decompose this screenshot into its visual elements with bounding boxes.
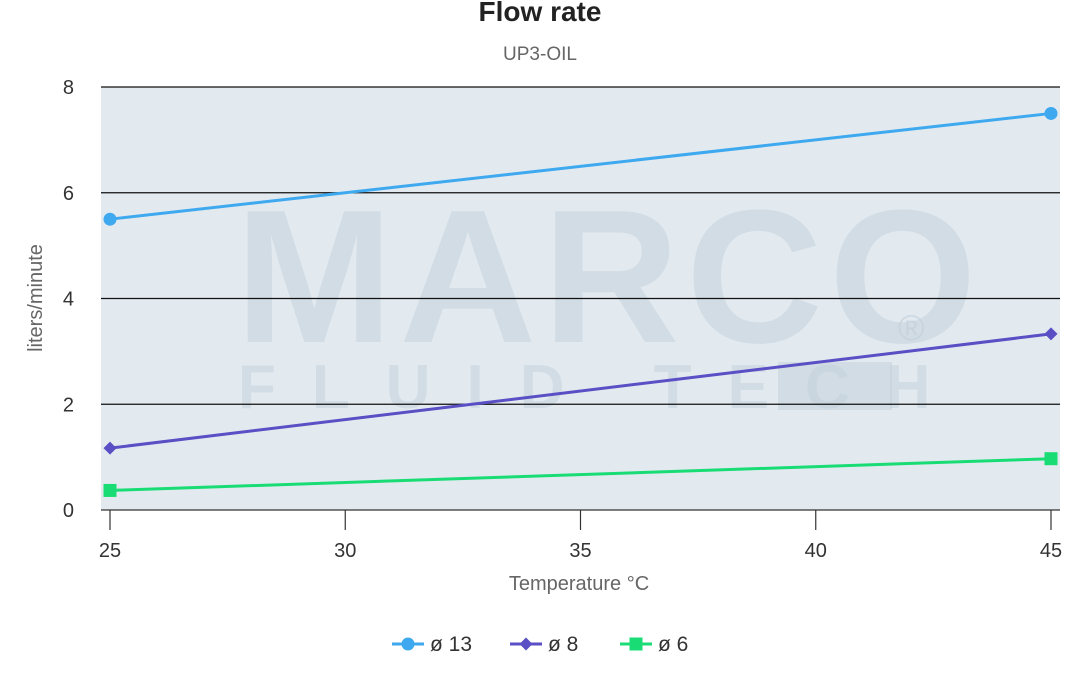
data-point-8-0 [103,441,117,455]
series-8 [103,327,1058,455]
legend-label-8: ø 8 [548,633,578,656]
watermark-bar [778,362,892,410]
watermark-logo: MARCO FLUID TECH ® [235,171,983,422]
watermark-registered-mark: ® [898,307,925,348]
legend-item-13[interactable]: ø 13 [392,633,472,656]
y-axis: 0 2 4 6 8 [63,77,74,522]
series-line-13 [109,111,1052,221]
x-tick-label-35: 35 [569,540,591,562]
data-point-6-0 [103,483,117,497]
series-layer [103,106,1058,497]
series-line-6 [109,457,1052,492]
y-axis-title: liters/minute [25,244,47,352]
x-axis-title: Temperature °C [509,573,649,595]
chart-subtitle: UP3-OIL [503,44,577,65]
x-tick-label-40: 40 [805,540,827,562]
x-tick-label-45: 45 [1040,540,1062,562]
legend-marker-8 [519,637,533,651]
x-axis: 25 30 35 40 45 [99,509,1062,562]
series-13 [103,106,1058,226]
y-tick-label-8: 8 [63,77,74,99]
data-point-8-1 [1044,327,1058,341]
data-point-13-0 [103,212,117,226]
legend-marker-13 [401,637,415,651]
data-point-13-1 [1044,106,1058,120]
legend: ø 13 ø 8 ø 6 [392,633,688,656]
legend-label-13: ø 13 [430,633,472,656]
legend-label-6: ø 6 [658,633,688,656]
y-tick-label-4: 4 [63,289,74,311]
series-line-8 [109,332,1052,450]
chart-title: Flow rate [479,0,602,27]
legend-item-8[interactable]: ø 8 [510,633,578,656]
watermark-main-text: MARCO [235,171,983,383]
y-tick-label-6: 6 [63,183,74,205]
series-6 [103,452,1058,497]
legend-marker-6 [629,637,643,651]
x-tick-label-30: 30 [334,540,356,562]
y-tick-label-2: 2 [63,394,74,416]
x-tick-label-25: 25 [99,540,121,562]
y-tick-label-0: 0 [63,500,74,522]
data-point-6-1 [1044,452,1058,466]
legend-item-6[interactable]: ø 6 [620,633,688,656]
gridlines [101,86,1060,405]
